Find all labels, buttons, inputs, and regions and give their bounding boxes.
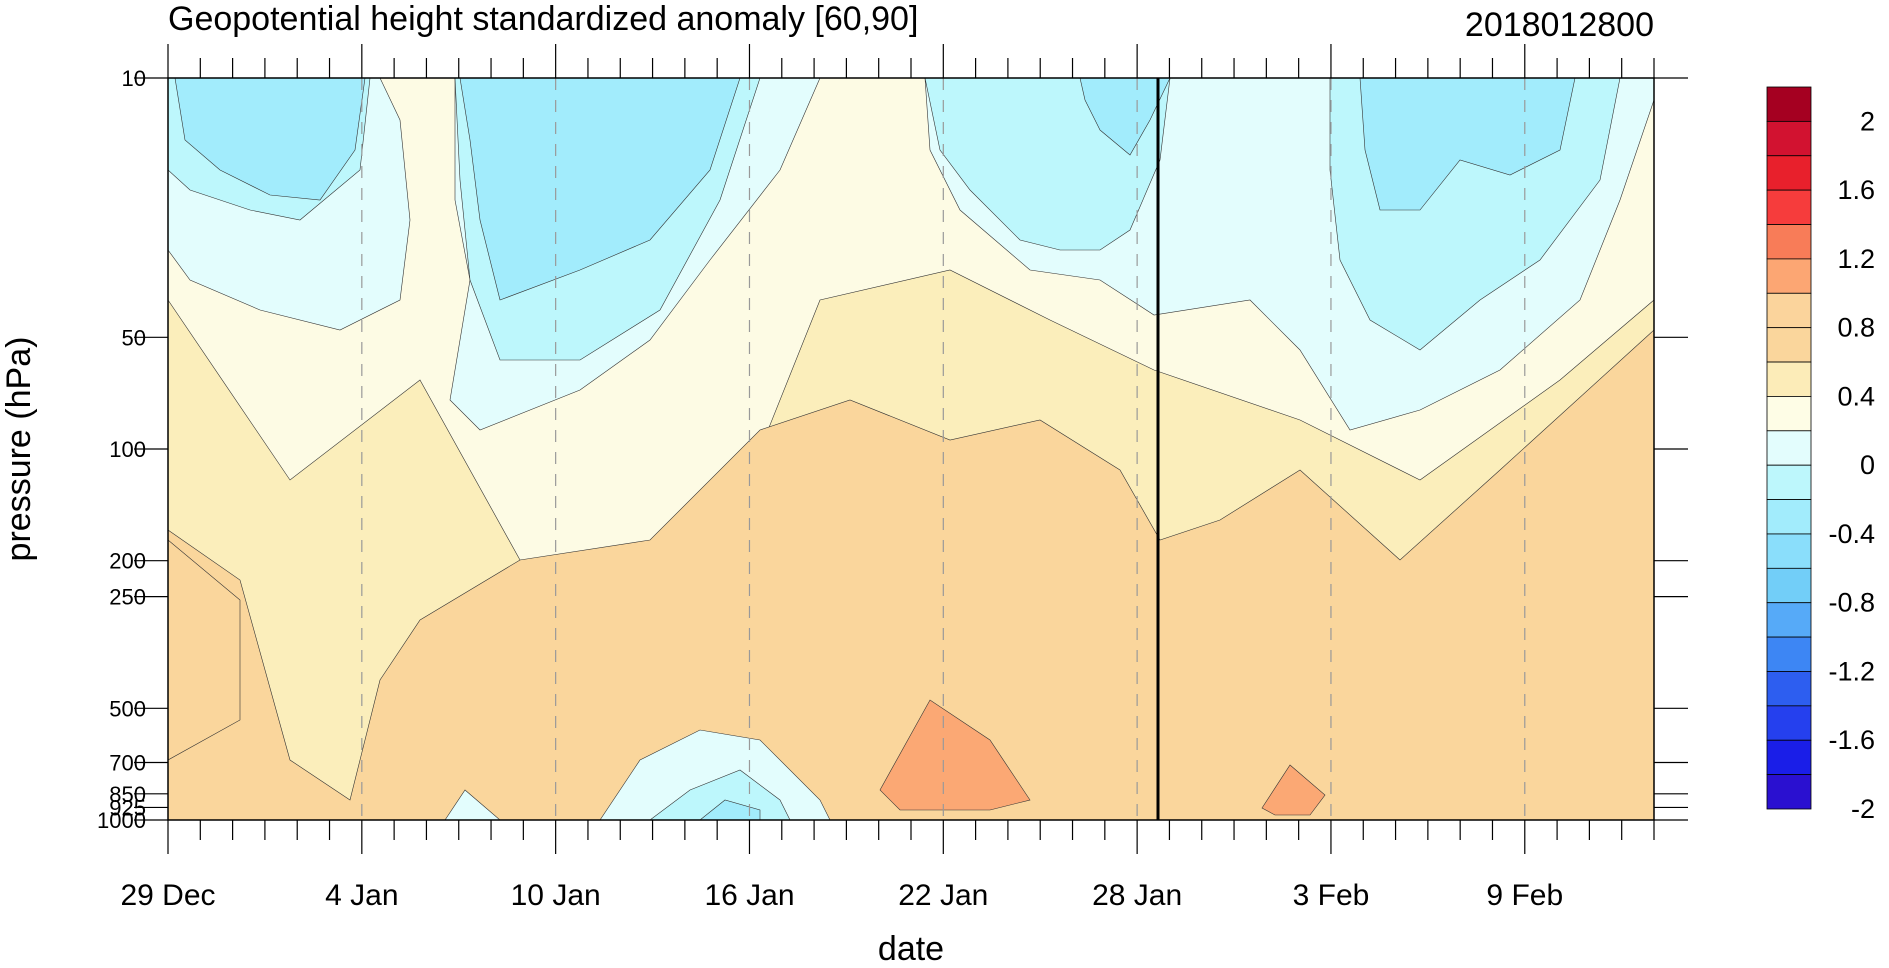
colorbar-label: 1.6 (1837, 175, 1875, 205)
neg-region-3-inner (1079, 78, 1171, 156)
x-tick-label: 9 Feb (1486, 879, 1563, 912)
neg-surface-inner (699, 799, 761, 820)
x-tick-label: 3 Feb (1293, 879, 1370, 912)
colorbar-label: -1.6 (1828, 725, 1875, 755)
y-tick-label: 200 (109, 549, 146, 574)
colorbar-swatch (1766, 739, 1812, 776)
colorbar-label: -0.4 (1828, 519, 1875, 549)
colorbar-swatch (1766, 430, 1812, 466)
colorbar-label: 2 (1860, 106, 1875, 136)
colorbar-swatch (1766, 567, 1812, 604)
colorbar-label: -1.2 (1828, 656, 1875, 686)
y-tick-label: 50 (122, 325, 146, 350)
neg-region-4-inner (1359, 78, 1576, 211)
x-gridlines (361, 78, 1526, 820)
colorbar (1766, 86, 1812, 810)
y-tick-label: 1000 (97, 808, 146, 833)
y-tick-label: 100 (109, 437, 146, 462)
colorbar-swatch (1766, 292, 1812, 329)
neg-surface-mid (649, 769, 791, 820)
band-0.8-1.2-b (1261, 764, 1326, 816)
colorbar-label: 1.2 (1837, 244, 1875, 274)
colorbar-labels: 2 1.6 1.2 0.8 0.4 0 -0.4 -0.8 -1.2 -1.6 -2 (1828, 106, 1875, 824)
neg-region-2-inner (459, 78, 741, 301)
colorbar-swatch (1766, 705, 1812, 741)
colorbar-swatch (1766, 155, 1812, 191)
y-axis-label: pressure (hPa) (0, 337, 38, 562)
x-axis-ticks: 29 Dec 4 Jan 10 Jan 16 Jan 22 Jan 28 Jan 3 Feb… (120, 44, 1655, 912)
y-tick-label: 700 (109, 751, 146, 776)
colorbar-swatch (1766, 636, 1812, 672)
x-tick-label: 10 Jan (511, 879, 601, 912)
x-tick-label: 4 Jan (325, 879, 398, 912)
colorbar-swatch (1766, 774, 1812, 810)
chart-title: Geopotential height standardized anomaly… (168, 0, 918, 38)
colorbar-label: 0.4 (1837, 381, 1875, 411)
neg-region-1-inner (174, 78, 366, 201)
colorbar-swatch (1766, 602, 1812, 638)
colorbar-label: 0.8 (1837, 313, 1875, 343)
colorbar-label: 0 (1860, 450, 1875, 480)
x-tick-label: 22 Jan (898, 879, 988, 912)
neg-surface-small (444, 789, 501, 820)
y-tick-label: 500 (109, 696, 146, 721)
x-tick-label: 29 Dec (120, 879, 215, 912)
colorbar-swatch (1766, 258, 1812, 294)
colorbar-swatch (1766, 396, 1812, 432)
colorbar-swatch (1766, 533, 1812, 569)
colorbar-swatch (1766, 671, 1812, 707)
contour-fills (168, 78, 1654, 820)
y-tick-label: 850 (109, 782, 146, 807)
colorbar-label: -0.8 (1828, 588, 1875, 618)
band-0.4-0.8-left (168, 539, 241, 761)
colorbar-swatch (1766, 464, 1812, 500)
colorbar-swatch (1766, 327, 1812, 363)
y-tick-label: 250 (109, 585, 146, 610)
y-tick-label: 925 (109, 795, 146, 820)
colorbar-swatch (1766, 120, 1812, 157)
band-0.4-0.8 (168, 329, 1654, 820)
chart-subtitle: 2018012800 (1465, 6, 1654, 44)
colorbar-swatch (1766, 224, 1812, 260)
x-tick-label: 16 Jan (704, 879, 794, 912)
band-0.8-1.2-a (879, 699, 1031, 811)
x-axis-label: date (878, 930, 944, 963)
colorbar-swatch (1766, 189, 1812, 225)
colorbar-swatch (1766, 361, 1812, 397)
y-tick-label: 10 (122, 66, 146, 91)
x-tick-label: 28 Jan (1092, 879, 1182, 912)
colorbar-label: -2 (1851, 794, 1875, 824)
colorbar-swatch (1766, 499, 1812, 535)
colorbar-swatch (1766, 86, 1812, 122)
